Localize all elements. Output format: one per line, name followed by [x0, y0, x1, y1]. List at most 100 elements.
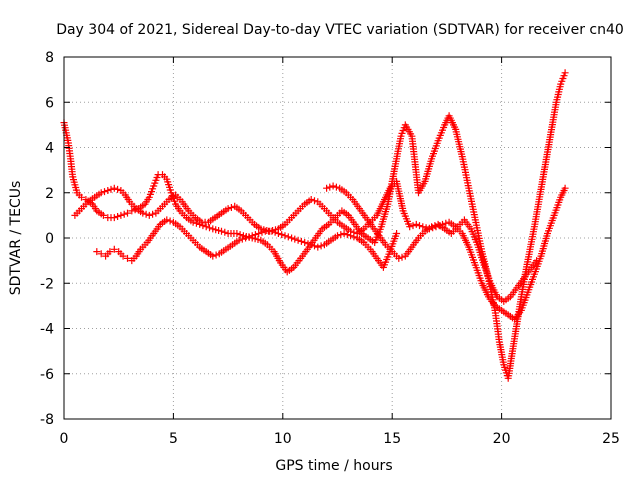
data-point-trace-a: [128, 207, 136, 215]
data-point-trace-a: [99, 211, 107, 219]
data-point-interp-trace-b: [142, 210, 150, 218]
data-point-interp-trace-a: [206, 224, 213, 232]
data-point-trace-d: [395, 254, 403, 262]
data-point-interp-trace-d: [398, 253, 406, 261]
data-point-interp-trace-c: [343, 231, 351, 239]
data-point-interp-trace-c: [350, 233, 358, 241]
data-point-trace-c: [307, 241, 315, 249]
data-point-interp-trace-d: [332, 183, 340, 191]
data-point-trace-b: [139, 209, 147, 217]
data-point-trace-b: [561, 184, 569, 192]
y-axis-label: SDTVAR / TECUs: [8, 181, 24, 296]
data-point-trace-c: [209, 252, 217, 260]
y-tick-label: 4: [45, 141, 54, 157]
data-point-trace-d: [428, 223, 436, 231]
data-point-trace-a: [78, 193, 85, 201]
data-point-trace-b: [406, 223, 414, 231]
data-point-trace-a: [189, 218, 197, 226]
tick-layer: 0 5 10 15 20 25 -8 -6 -4 -2 0 2 4 6 8: [40, 50, 620, 447]
data-point-trace-c: [163, 216, 171, 224]
data-point-interp-trace-c: [238, 235, 246, 243]
data-point-interp-trace-b: [149, 210, 157, 218]
data-point-trace-c: [106, 248, 114, 256]
data-point-interp-trace-c: [212, 251, 220, 259]
data-point-trace-c: [93, 248, 101, 256]
y-tick-label: -2: [40, 276, 54, 292]
y-tick-label: -6: [40, 367, 54, 383]
x-tick-label: 10: [274, 431, 292, 447]
data-point-interp-trace-c: [258, 228, 266, 236]
y-tick-label: -4: [40, 322, 54, 338]
data-point-interp-trace-b: [416, 222, 423, 230]
data-point-interp-trace-a: [114, 213, 122, 220]
data-point-trace-c: [393, 230, 401, 237]
data-point-interp-trace-c: [317, 242, 325, 250]
data-point-trace-c: [301, 239, 309, 246]
data-point-trace-c: [340, 230, 348, 237]
x-tick-label: 5: [169, 431, 178, 447]
chart-title: Day 304 of 2021, Sidereal Day-to-day VTE…: [56, 22, 624, 38]
data-point-trace-c: [110, 245, 118, 253]
data-point-interp-trace-b: [114, 185, 122, 193]
data-point-interp-trace-c: [304, 240, 312, 248]
y-tick-label: 6: [45, 95, 54, 111]
data-point-trace-b: [145, 211, 153, 219]
data-point-trace-b: [104, 187, 112, 194]
data-point-trace-c: [248, 232, 256, 240]
data-point-interp-trace-c: [337, 231, 345, 239]
data-point-interp-trace-c: [297, 237, 305, 245]
data-point-trace-d: [329, 182, 337, 190]
data-point-interp-trace-c: [251, 231, 259, 239]
data-point-trace-a: [117, 211, 125, 219]
data-point-trace-b: [110, 184, 118, 192]
data-layer: [60, 69, 569, 382]
data-point-trace-b: [412, 220, 420, 228]
data-point-trace-c: [294, 236, 302, 244]
data-point-interp-trace-a: [236, 231, 244, 239]
y-tick-label: 2: [45, 186, 54, 202]
data-point-interp-trace-c: [291, 235, 299, 243]
data-point-interp-trace-a: [120, 210, 128, 218]
data-point-interp-trace-b: [107, 185, 115, 193]
data-point-interp-trace-c: [166, 217, 174, 225]
data-point-trace-c: [97, 250, 105, 258]
data-point-trace-a: [218, 227, 225, 235]
data-point-trace-c: [274, 230, 282, 237]
data-point-trace-c: [124, 254, 131, 262]
data-point-trace-c: [255, 230, 263, 237]
data-point-trace-c: [334, 232, 341, 240]
x-tick-label: 15: [383, 431, 401, 447]
data-point-trace-d: [323, 184, 331, 192]
data-point-trace-c: [347, 232, 355, 240]
x-tick-label: 20: [493, 431, 511, 447]
data-point-trace-c: [242, 234, 250, 242]
data-point-trace-b: [97, 189, 105, 197]
data-point-trace-d: [533, 257, 541, 265]
data-point-trace-a: [561, 69, 569, 77]
data-point-interp-trace-c: [271, 228, 279, 236]
data-point-interp-trace-b: [311, 197, 318, 205]
data-point-trace-a: [124, 209, 131, 217]
data-point-trace-c: [119, 252, 127, 260]
data-point-interp-trace-c: [278, 231, 286, 239]
y-tick-label: 8: [45, 50, 54, 66]
data-point-interp-trace-b: [101, 188, 108, 196]
data-point-interp-trace-c: [311, 242, 318, 250]
data-point-trace-a: [110, 214, 118, 222]
data-point-trace-c: [314, 243, 322, 251]
data-point-trace-b: [419, 223, 427, 231]
data-point-trace-c: [288, 234, 296, 242]
data-point-trace-b: [224, 205, 232, 213]
y-tick-label: 0: [45, 231, 54, 247]
data-point-trace-c: [268, 227, 276, 235]
data-point-interp-trace-c: [284, 233, 292, 241]
data-point-interp-trace-a: [221, 228, 229, 236]
x-tick-label: 25: [602, 431, 620, 447]
data-point-interp-trace-d: [326, 183, 334, 191]
data-point-trace-b: [307, 196, 315, 203]
data-point-trace-a: [202, 223, 210, 231]
x-tick-label: 0: [60, 431, 69, 447]
data-point-trace-c: [235, 236, 243, 244]
